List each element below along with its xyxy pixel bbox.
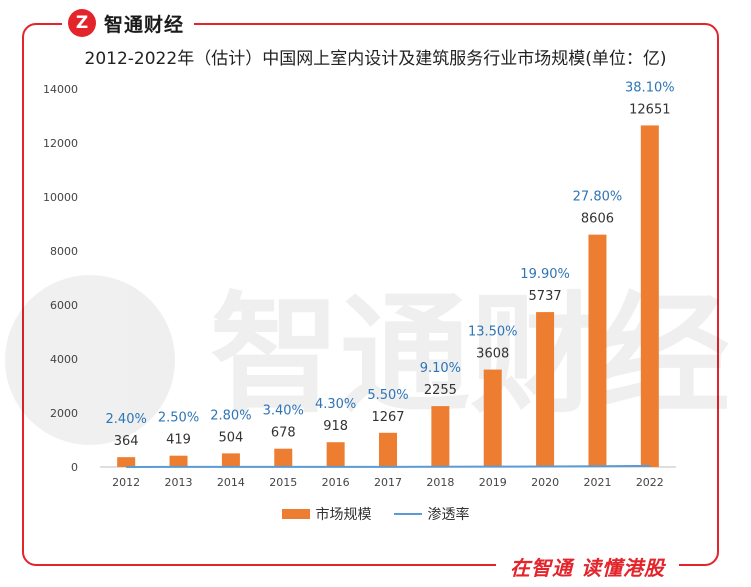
bar xyxy=(483,369,502,467)
bar-value-label: 3608 xyxy=(476,347,509,362)
bar xyxy=(431,406,450,467)
x-tick-label: 2012 xyxy=(112,476,140,489)
x-tick-label: 2018 xyxy=(426,476,454,489)
bar-value-label: 678 xyxy=(271,426,296,441)
bar xyxy=(274,448,293,467)
penetration-label: 27.80% xyxy=(573,190,623,205)
bar-value-label: 504 xyxy=(218,430,243,445)
y-tick-label: 2000 xyxy=(50,407,78,420)
bar xyxy=(326,442,345,467)
x-tick-label: 2021 xyxy=(583,476,611,489)
y-tick-label: 8000 xyxy=(50,245,78,258)
bar xyxy=(536,312,555,467)
bar-value-label: 419 xyxy=(166,433,191,448)
legend-label-market-size: 市场规模 xyxy=(315,507,372,523)
x-tick-label: 2013 xyxy=(165,476,193,489)
penetration-label: 9.10% xyxy=(420,361,461,376)
y-tick-label: 4000 xyxy=(50,353,78,366)
legend-label-penetration: 渗透率 xyxy=(427,507,470,523)
y-tick-label: 12000 xyxy=(43,137,78,150)
x-tick-label: 2022 xyxy=(636,476,664,489)
bar xyxy=(640,125,659,467)
penetration-label: 5.50% xyxy=(367,388,408,403)
penetration-label: 2.80% xyxy=(210,408,251,423)
legend-item-penetration: 渗透率 xyxy=(393,504,470,524)
bar xyxy=(169,455,188,467)
legend: 市场规模 渗透率 xyxy=(0,504,751,524)
penetration-label: 2.40% xyxy=(106,412,147,427)
x-tick-label: 2015 xyxy=(269,476,297,489)
x-tick-label: 2017 xyxy=(374,476,402,489)
bar-value-label: 2255 xyxy=(424,383,457,398)
x-tick-label: 2019 xyxy=(479,476,507,489)
bar-value-label: 12651 xyxy=(629,102,670,117)
y-tick-label: 14000 xyxy=(43,83,78,96)
y-tick-label: 10000 xyxy=(43,191,78,204)
legend-line-swatch xyxy=(393,513,422,515)
x-tick-label: 2014 xyxy=(217,476,245,489)
bar xyxy=(117,457,136,467)
penetration-label: 3.40% xyxy=(263,404,304,419)
penetration-label: 2.50% xyxy=(158,411,199,426)
bar xyxy=(379,432,397,467)
bar-value-label: 918 xyxy=(323,419,348,434)
brand-logo: Z 智通财经 xyxy=(62,6,195,40)
bar-value-label: 8606 xyxy=(581,212,614,227)
chart-title: 2012-2022年（估计）中国网上室内设计及建筑服务行业市场规模(单位：亿) xyxy=(84,49,667,69)
x-tick-label: 2016 xyxy=(322,476,350,489)
penetration-label: 4.30% xyxy=(315,397,356,412)
bar-value-label: 364 xyxy=(114,434,139,449)
penetration-label: 19.90% xyxy=(520,267,570,282)
bar-value-label: 5737 xyxy=(529,289,562,304)
x-tick-label: 2020 xyxy=(531,476,559,489)
bar xyxy=(221,453,240,467)
chart-frame xyxy=(22,23,719,566)
legend-item-market-size: 市场规模 xyxy=(281,504,372,524)
y-tick-label: 0 xyxy=(71,461,78,474)
brand-name: 智通财经 xyxy=(104,13,185,36)
penetration-label: 38.10% xyxy=(625,80,675,95)
slogan: 在智通 读懂港股 xyxy=(496,551,679,581)
logo-icon: Z xyxy=(68,9,96,37)
bar-value-label: 1267 xyxy=(371,410,404,425)
penetration-label: 13.50% xyxy=(468,325,518,340)
penetration-line xyxy=(126,464,650,468)
legend-bar-swatch xyxy=(281,509,310,519)
bar xyxy=(588,234,607,467)
y-tick-label: 6000 xyxy=(50,299,78,312)
